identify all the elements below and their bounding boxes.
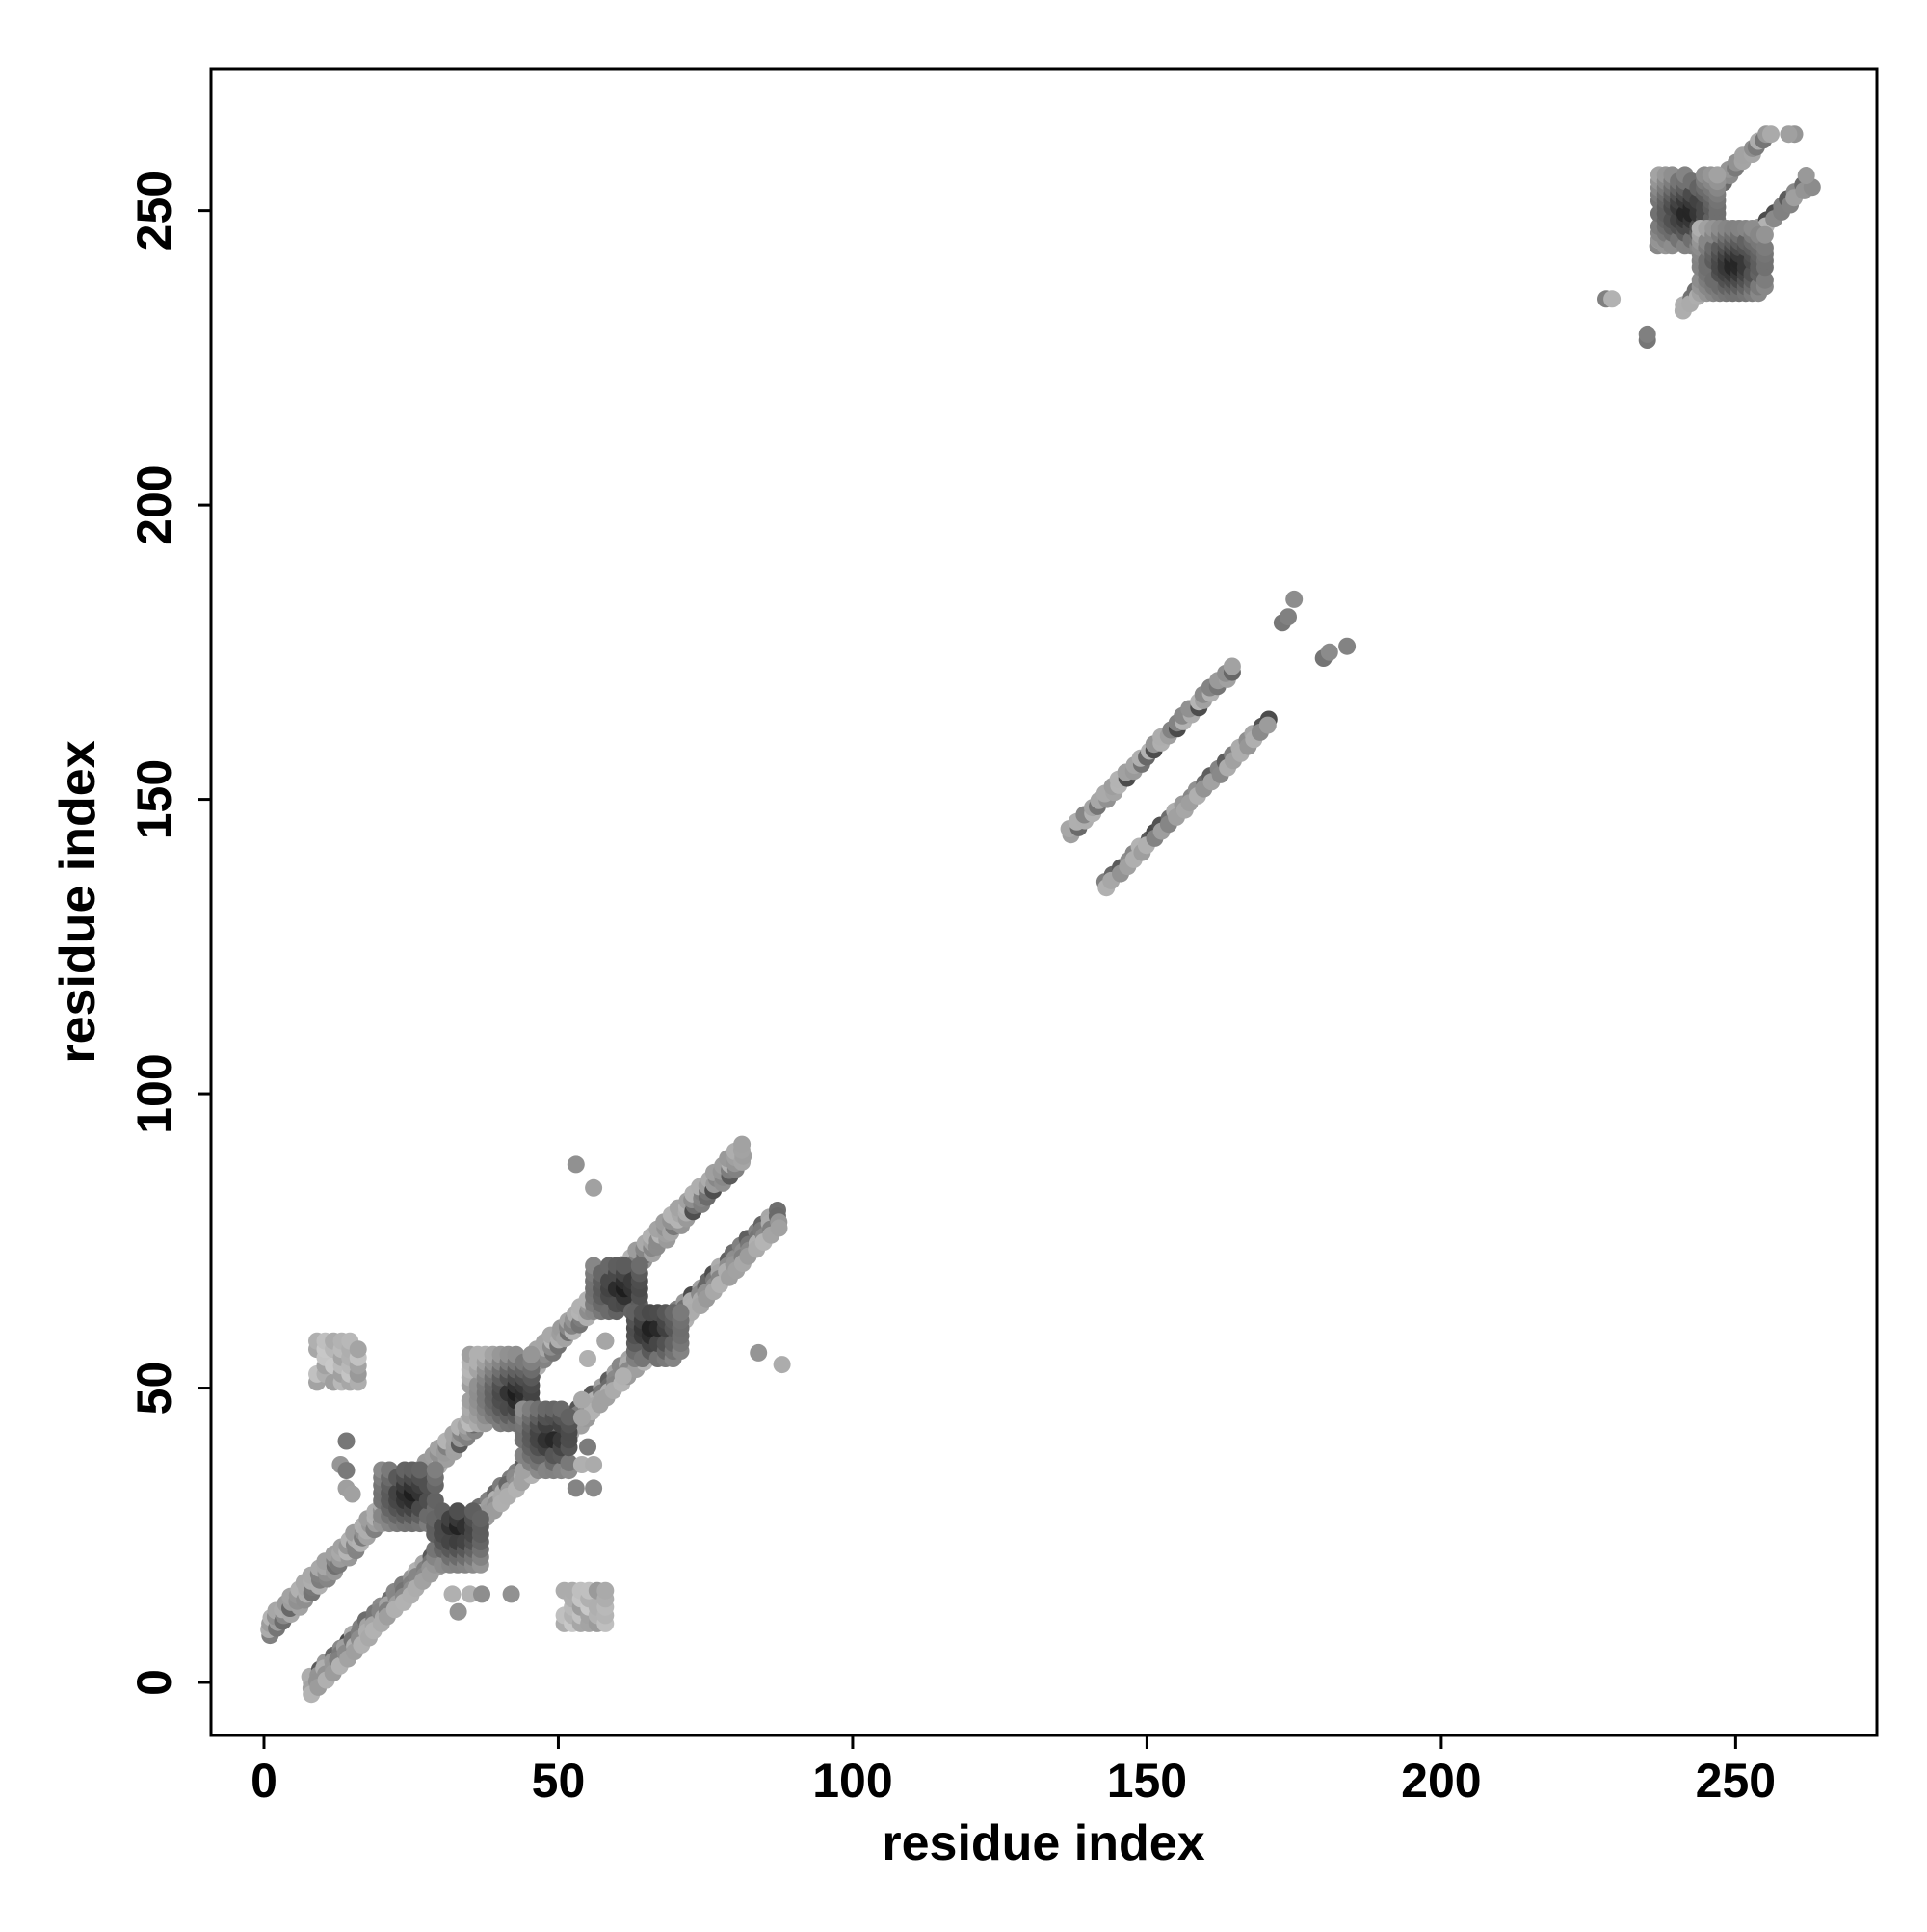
contact-point bbox=[443, 1585, 462, 1603]
x-axis: 0 50 100 150 200 250 bbox=[251, 1735, 1776, 1808]
contact-point bbox=[349, 1340, 367, 1359]
y-tick-label: 150 bbox=[127, 759, 181, 839]
contact-point bbox=[630, 1257, 648, 1275]
contact-point bbox=[337, 1432, 356, 1450]
contact-point bbox=[1762, 125, 1780, 144]
contact-point bbox=[1603, 290, 1622, 308]
y-tick-label: 200 bbox=[127, 464, 181, 544]
contact-point bbox=[596, 1332, 615, 1350]
contact-point bbox=[572, 1390, 591, 1409]
contact-point bbox=[473, 1585, 490, 1603]
contact-point bbox=[572, 1409, 591, 1427]
contact-point bbox=[567, 1155, 585, 1174]
contact-point bbox=[615, 1257, 633, 1275]
contact-point bbox=[1320, 643, 1338, 661]
contact-point bbox=[567, 1479, 585, 1497]
x-tick-label: 0 bbox=[251, 1754, 277, 1808]
contact-point bbox=[585, 1178, 603, 1197]
x-tick-label: 150 bbox=[1107, 1754, 1187, 1808]
contact-point bbox=[579, 1350, 596, 1367]
contact-point bbox=[585, 1456, 603, 1473]
x-axis-label: residue index bbox=[882, 1815, 1204, 1871]
contact-point bbox=[449, 1602, 467, 1621]
y-tick-label: 0 bbox=[127, 1669, 181, 1696]
contact-point bbox=[1223, 657, 1241, 675]
plot-frame bbox=[209, 67, 1879, 1737]
contact-point bbox=[1780, 125, 1798, 144]
y-tick-label: 100 bbox=[127, 1053, 181, 1133]
contact-point bbox=[596, 1581, 615, 1600]
contact-point bbox=[585, 1479, 603, 1497]
y-tick-label: 50 bbox=[127, 1362, 181, 1416]
contact-point bbox=[1285, 590, 1304, 608]
contact-point bbox=[1797, 167, 1815, 184]
y-axis-label: residue index bbox=[50, 740, 106, 1063]
contact-point bbox=[1338, 637, 1357, 655]
contact-point bbox=[579, 1438, 596, 1456]
x-tick-label: 100 bbox=[812, 1754, 892, 1808]
contact-point bbox=[560, 1454, 578, 1472]
contact-point bbox=[750, 1343, 768, 1362]
x-tick-label: 250 bbox=[1696, 1754, 1776, 1808]
contact-point bbox=[1638, 325, 1656, 343]
contact-point bbox=[770, 1219, 788, 1237]
contact-point bbox=[522, 1345, 541, 1363]
contact-point bbox=[1755, 271, 1774, 289]
contact-point bbox=[773, 1356, 791, 1374]
contact-point bbox=[410, 1461, 429, 1479]
contact-point bbox=[733, 1135, 752, 1153]
contact-point bbox=[449, 1502, 466, 1521]
contact-point bbox=[1258, 716, 1277, 734]
x-tick-label: 50 bbox=[532, 1754, 586, 1808]
contact-point bbox=[614, 1367, 632, 1386]
contact-point bbox=[1755, 239, 1774, 257]
contact-point bbox=[672, 1304, 690, 1322]
contact-point bbox=[1755, 225, 1774, 244]
contact-point bbox=[343, 1485, 361, 1503]
contact-point bbox=[1708, 166, 1727, 184]
contact-point bbox=[337, 1462, 356, 1480]
contact-point bbox=[560, 1408, 578, 1426]
contact-point bbox=[502, 1585, 520, 1603]
contact-point bbox=[426, 1461, 444, 1479]
contact-point bbox=[471, 1510, 489, 1528]
data-points-layer bbox=[260, 125, 1821, 1704]
x-tick-label: 200 bbox=[1401, 1754, 1481, 1808]
y-tick-label: 250 bbox=[127, 171, 181, 251]
y-axis: 0 50 100 150 200 250 bbox=[127, 171, 211, 1696]
contact-point bbox=[1280, 608, 1297, 626]
